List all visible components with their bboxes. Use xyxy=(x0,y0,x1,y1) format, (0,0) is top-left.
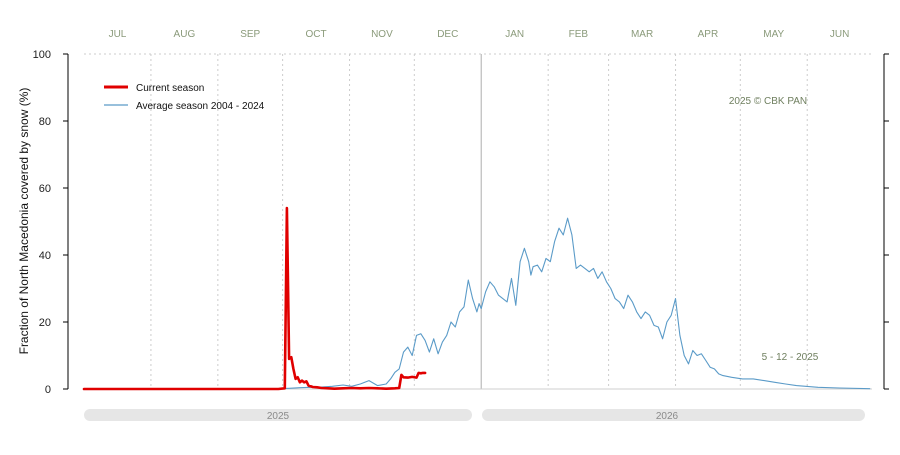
legend: Current season Average season 2004 - 202… xyxy=(104,83,265,112)
y-tick-label: 40 xyxy=(39,250,51,262)
y-tick-label: 100 xyxy=(33,49,51,61)
month-label: JAN xyxy=(505,29,524,40)
current-season-line xyxy=(82,206,427,391)
year-label-2026: 2026 xyxy=(656,411,679,422)
y-tick-label: 20 xyxy=(39,317,51,329)
month-label: NOV xyxy=(371,29,393,40)
month-label: MAR xyxy=(631,29,653,40)
average-season-line xyxy=(277,217,871,390)
year-label-2025: 2025 xyxy=(267,411,290,422)
month-label: OCT xyxy=(306,29,327,40)
date-note: 5 - 12 - 2025 xyxy=(762,352,819,363)
month-label: FEB xyxy=(569,29,589,40)
copyright-note: 2025 © CBK PAN xyxy=(729,96,807,107)
labels-layer: JUL AUG SEP OCT NOV DEC JAN FEB MAR APR MAY JUN 0 20 4… xyxy=(33,29,850,396)
year-bar-2026 xyxy=(482,409,865,421)
month-label: JUN xyxy=(830,29,849,40)
legend-current-label: Current season xyxy=(136,83,204,94)
month-label: JUL xyxy=(109,29,127,40)
month-label: APR xyxy=(698,29,719,40)
month-label: AUG xyxy=(174,29,196,40)
y-tick-label: 60 xyxy=(39,183,51,195)
legend-average-label: Average season 2004 - 2024 xyxy=(136,101,265,112)
month-label: MAY xyxy=(763,29,784,40)
month-label: SEP xyxy=(240,29,260,40)
series-layer xyxy=(82,206,871,391)
y-tick-label: 80 xyxy=(39,116,51,128)
y-axis-title: Fraction of North Macedonia covered by s… xyxy=(17,88,31,355)
year-bar-2025 xyxy=(84,409,472,421)
month-label: DEC xyxy=(437,29,458,40)
year-bars: 2025 2026 xyxy=(84,409,865,422)
y-tick-label: 0 xyxy=(45,384,51,396)
grid-layer xyxy=(84,53,872,389)
